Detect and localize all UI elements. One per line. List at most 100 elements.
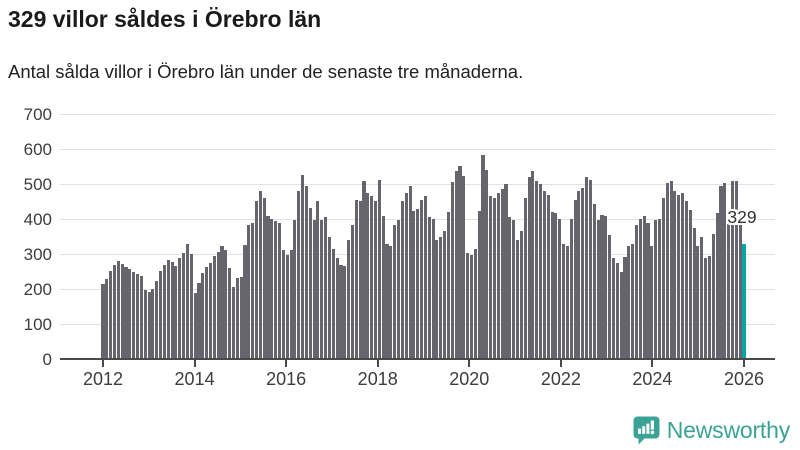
bar (477, 210, 481, 359)
y-axis-tick-label: 700 (23, 105, 52, 124)
x-axis-tick (193, 360, 196, 367)
bar (581, 187, 585, 359)
x-axis-tick (743, 360, 745, 367)
bar (135, 273, 140, 359)
bar (535, 180, 539, 359)
bar (400, 201, 404, 359)
bar (262, 198, 266, 359)
bar (166, 259, 170, 359)
bar (147, 291, 151, 359)
bar (481, 154, 485, 359)
bar (404, 192, 408, 359)
chart-subtitle: Antal sålda villor i Örebro län under de… (8, 61, 524, 82)
bar (339, 264, 343, 359)
bar (500, 189, 504, 359)
x-axis-tick-label: 2014 (174, 369, 215, 389)
highlighted-bar (742, 243, 746, 359)
x-axis-tick-label: 2018 (357, 369, 398, 389)
bar (542, 191, 546, 359)
x-axis-tick-label: 2016 (266, 369, 307, 389)
bar (673, 191, 677, 359)
bar (208, 263, 213, 359)
x-axis-tick (468, 360, 471, 367)
bar (243, 244, 247, 359)
bar (539, 184, 543, 359)
bar (412, 210, 416, 359)
bar (155, 281, 159, 359)
bar (270, 219, 274, 359)
brand-wordmark: Newsworthy (666, 417, 790, 443)
bar (197, 283, 201, 359)
bar (485, 169, 489, 359)
bar (366, 192, 370, 359)
bar (427, 217, 431, 359)
bar (623, 257, 627, 359)
bar (677, 194, 681, 359)
bar (473, 248, 477, 359)
bar (247, 224, 251, 359)
bar (554, 213, 558, 359)
bar (600, 214, 604, 359)
bar (420, 199, 424, 359)
bar (220, 245, 224, 359)
y-axis-tick-label: 500 (23, 175, 52, 194)
bar (711, 234, 715, 359)
bar (684, 201, 688, 359)
bar (519, 230, 523, 359)
bar (738, 212, 742, 359)
bar (205, 266, 209, 359)
bar (370, 195, 374, 359)
bar (162, 264, 166, 359)
bar (661, 198, 665, 359)
bar (381, 215, 385, 359)
bar (700, 236, 704, 359)
bar (285, 254, 289, 359)
bar (611, 258, 616, 359)
bar (707, 255, 711, 359)
bar (431, 218, 435, 359)
bar (266, 216, 270, 359)
bar (577, 191, 581, 359)
bar (489, 195, 493, 359)
bar (469, 254, 474, 359)
bar (638, 219, 642, 359)
bar (523, 198, 527, 359)
bar (159, 270, 163, 359)
bar (596, 219, 600, 359)
bar (189, 254, 193, 359)
bar (723, 182, 727, 359)
bar (458, 166, 462, 359)
bar (650, 246, 654, 359)
newsworthy-logo[interactable]: Newsworthy (633, 416, 790, 445)
bar (592, 204, 596, 359)
bar (216, 251, 220, 359)
bar (734, 181, 738, 359)
x-axis-tick-label: 2012 (82, 369, 124, 389)
x-axis-tick (102, 360, 104, 367)
bar (182, 253, 186, 359)
bar (312, 219, 316, 359)
bar (450, 182, 454, 359)
bar (128, 269, 132, 359)
bar (224, 249, 228, 359)
bar (615, 263, 619, 359)
bar (573, 199, 577, 359)
bar (408, 186, 412, 359)
bar (358, 201, 362, 359)
y-axis-tick-label: 600 (23, 140, 52, 159)
bar (289, 249, 293, 359)
bar (515, 239, 520, 359)
bar (508, 217, 512, 359)
bar (512, 219, 516, 359)
bar (178, 258, 182, 359)
x-axis-line (60, 358, 775, 360)
bar (278, 223, 282, 359)
bar (132, 271, 136, 359)
bar (143, 290, 147, 359)
bar (316, 201, 320, 359)
bar (642, 215, 646, 359)
x-axis-tick (376, 360, 379, 367)
x-axis-tick-label: 2026 (723, 369, 765, 389)
gridline (60, 184, 775, 185)
